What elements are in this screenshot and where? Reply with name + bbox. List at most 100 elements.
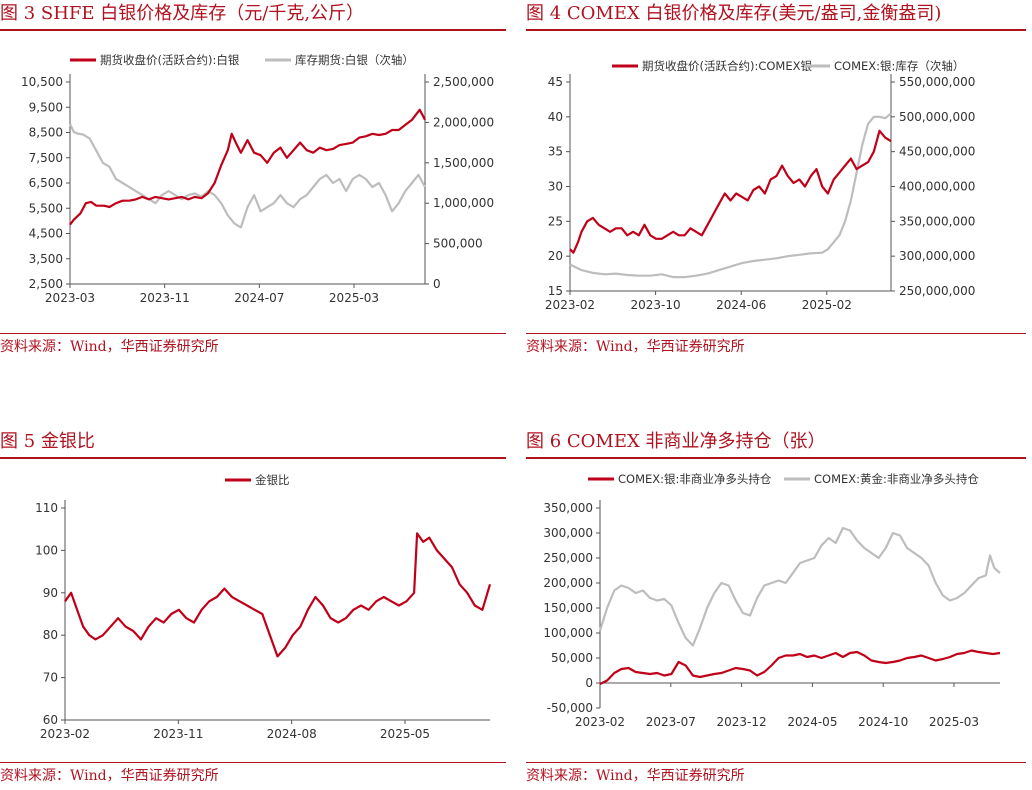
title-rule: [526, 457, 1026, 459]
chart-title: 图 6 COMEX 非商业净多持仓（张）: [526, 431, 826, 452]
y-tick-label-left: 0: [585, 676, 593, 690]
x-tick-label: 2023-11: [153, 727, 203, 741]
y-tick-label-right: 400,000,000: [899, 180, 975, 194]
y-tick-label-left: 110: [35, 501, 58, 515]
x-tick-label: 2024-06: [716, 298, 766, 312]
chart-svg-shfe: 2,500 3,500 4,500 5,500 6,500 7,500 8,500 9,500…: [21, 53, 494, 305]
y-tick-label-left: 300,000: [543, 526, 593, 540]
y-tick-label-right: 350,000,000: [899, 214, 975, 228]
chart-svg-comex-silver: 15 20 25 30 35 40 45 250,000,000 300,000,000 350,…: [545, 59, 975, 312]
source-note: 资料来源：Wind，华西证券研究所: [526, 768, 745, 784]
y-tick-label-left: 150,000: [543, 601, 593, 615]
y-tick-label-left: 9,500: [29, 100, 63, 114]
y-tick-label-left: 7,500: [29, 151, 63, 165]
legend-label: 库存期货:白银（次轴）: [295, 53, 414, 67]
series-line: [598, 526, 1001, 647]
x-tick-label: 2024-10: [858, 715, 908, 729]
source-rule: [0, 333, 506, 334]
y-tick-label-right: 2,000,000: [433, 115, 494, 129]
y-tick-label-left: 100: [35, 543, 58, 557]
y-tick-label-right: 0: [433, 277, 441, 291]
x-tick-label: 2023-07: [646, 715, 696, 729]
legend-label: 期货收盘价(活跃合约):白银: [100, 53, 240, 67]
series-line: [69, 123, 426, 229]
x-tick-label: 2024-08: [267, 727, 317, 741]
legend-label: 金银比: [255, 473, 290, 487]
x-tick-label: 2024-07: [234, 291, 284, 305]
y-tick-label-left: 200,000: [543, 576, 593, 590]
y-tick-label-right: 500,000,000: [899, 110, 975, 124]
y-tick-label-left: 250,000: [543, 551, 593, 565]
chart-svg-comex-positions: -50,000 0 50,000 100,000 150,000 200,000 250,0…: [543, 472, 1001, 729]
series-line: [69, 108, 426, 226]
chart-title: 图 5 金银比: [0, 431, 95, 452]
legend-label: COMEX:银:非商业净多头持仓: [618, 472, 772, 486]
y-tick-label-left: 50,000: [551, 651, 593, 665]
source-note: 资料来源：Wind，华西证券研究所: [0, 768, 219, 784]
y-tick-label-left: 4,500: [29, 227, 63, 241]
x-tick-label: 2025-03: [929, 715, 979, 729]
series-line: [569, 112, 892, 279]
source-note: 资料来源：Wind，华西证券研究所: [0, 339, 219, 355]
y-tick-label-left: 100,000: [543, 626, 593, 640]
y-tick-label-left: 45: [548, 75, 563, 89]
x-tick-label: 2025-02: [802, 298, 852, 312]
y-tick-label-left: 30: [548, 180, 563, 194]
y-tick-label-right: 1,500,000: [433, 156, 494, 170]
y-tick-label-right: 550,000,000: [899, 75, 975, 89]
y-tick-label-left: 40: [548, 110, 563, 124]
y-tick-label-left: 90: [43, 586, 58, 600]
y-tick-label-left: -50,000: [547, 701, 593, 715]
title-rule: [526, 29, 1026, 31]
legend-label: COMEX:银:库存（次轴）: [834, 59, 964, 73]
x-tick-label: 2025-05: [380, 727, 430, 741]
chart-svg-gold-silver-ratio: 60 70 80 90 100 110 2023-02 2023-11 2024-08 2025-…: [35, 473, 492, 741]
y-tick-label-right: 450,000,000: [899, 145, 975, 159]
y-tick-label-left: 5,500: [29, 201, 63, 215]
chart-title: 图 4 COMEX 白银价格及库存(美元/盎司,金衡盎司): [526, 3, 942, 24]
x-tick-label: 2023-11: [140, 291, 190, 305]
legend-label: COMEX:黄金:非商业净多头持仓: [814, 472, 979, 486]
y-tick-label-left: 25: [548, 214, 563, 228]
x-tick-label: 2023-02: [40, 727, 90, 741]
y-tick-label-left: 10,500: [21, 75, 63, 89]
chart-panel-comex-silver: 图 4 COMEX 白银价格及库存(美元/盎司,金衡盎司) 15 20 25 30 35…: [526, 0, 1032, 380]
y-tick-label-left: 20: [548, 249, 563, 263]
series-line: [64, 532, 492, 658]
source-note: 资料来源：Wind，华西证券研究所: [526, 339, 745, 355]
x-tick-label: 2023-02: [545, 298, 595, 312]
y-tick-label-right: 1,000,000: [433, 196, 494, 210]
chart-panel-gold-silver-ratio: 图 5 金银比 60 70 80 90 100 110 2023-02 2023-11 2024…: [0, 428, 506, 790]
y-tick-label-right: 2,500,000: [433, 75, 494, 89]
y-tick-label-left: 60: [43, 713, 58, 727]
x-tick-label: 2023-03: [45, 291, 95, 305]
x-tick-label: 2024-05: [787, 715, 837, 729]
source-rule: [0, 762, 506, 763]
title-rule: [0, 29, 506, 31]
y-tick-label-left: 70: [43, 671, 58, 685]
source-rule: [526, 762, 1026, 763]
chart-panel-comex-positions: 图 6 COMEX 非商业净多持仓（张） -50,000 0 50,000 100,0…: [526, 428, 1032, 790]
y-tick-label-left: 6,500: [29, 176, 63, 190]
title-rule: [0, 457, 506, 459]
y-tick-label-left: 350,000: [543, 501, 593, 515]
series-line: [599, 649, 1001, 685]
y-tick-label-right: 250,000,000: [899, 284, 975, 298]
y-tick-label-right: 300,000,000: [899, 249, 975, 263]
y-tick-label-left: 3,500: [29, 252, 63, 266]
y-tick-label-right: 500,000: [433, 237, 483, 251]
x-tick-label: 2023-02: [575, 715, 625, 729]
source-rule: [526, 333, 1026, 334]
x-tick-label: 2025-03: [329, 291, 379, 305]
y-tick-label-left: 8,500: [29, 126, 63, 140]
legend-label: 期货收盘价(活跃合约):COMEX银: [642, 59, 812, 73]
x-tick-label: 2023-12: [717, 715, 767, 729]
y-tick-label-left: 15: [548, 284, 563, 298]
chart-panel-shfe: 图 3 SHFE 白银价格及库存（元/千克,公斤） 2,500 3,500 4,50…: [0, 0, 506, 380]
y-tick-label-left: 2,500: [29, 277, 63, 291]
y-tick-label-left: 35: [548, 145, 563, 159]
x-tick-label: 2023-10: [631, 298, 681, 312]
y-tick-label-left: 80: [43, 628, 58, 642]
chart-title: 图 3 SHFE 白银价格及库存（元/千克,公斤）: [0, 3, 365, 24]
series-line: [569, 129, 892, 254]
